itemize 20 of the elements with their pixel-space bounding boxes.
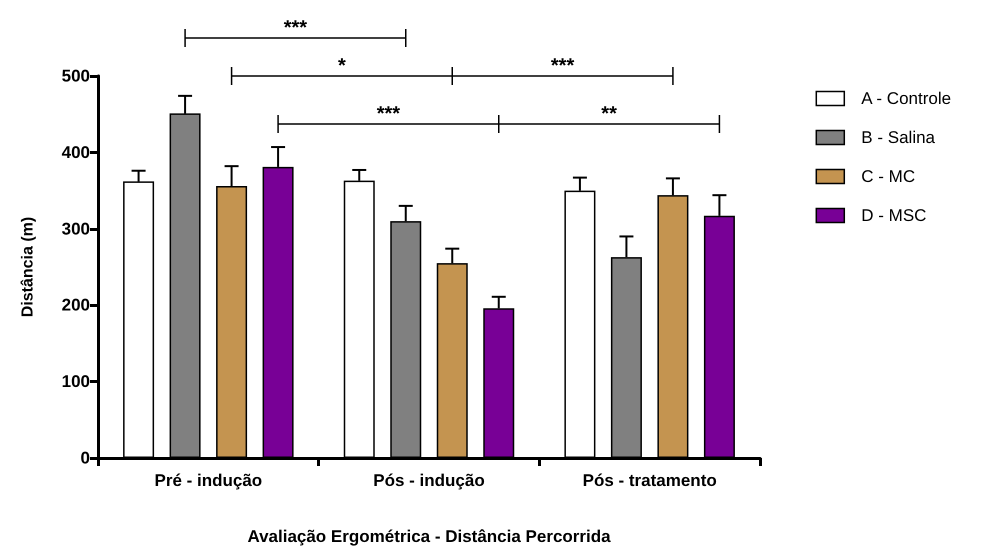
y-tick-label: 100 (62, 372, 90, 392)
annotation: * (338, 55, 346, 77)
x-tick-label: Pós - indução (373, 471, 485, 490)
y-tick-label: 200 (62, 296, 90, 315)
text: *** (284, 17, 308, 39)
y-tick-label: 500 (62, 66, 90, 86)
x-tick-label: Pós - tratamento (582, 471, 717, 490)
legend-label: A - Controle (861, 89, 952, 108)
legend-label: C - MC (861, 167, 916, 186)
y-tick-label: 400 (62, 142, 90, 162)
annotation: ** (601, 103, 618, 125)
y-axis-title: Distância (m) (20, 216, 36, 318)
x-tick-label: Pré - indução (154, 471, 262, 490)
x-axis-title: Avaliação Ergométrica - Distância Percorrida (247, 527, 612, 546)
annotation: *** (376, 103, 400, 125)
y-tick-label: 300 (62, 219, 90, 238)
annotation: *** (550, 55, 574, 77)
legend-label: D - MSC (861, 206, 926, 225)
legend-label: B - Salina (861, 128, 936, 147)
y-tick-label: 0 (80, 448, 90, 468)
